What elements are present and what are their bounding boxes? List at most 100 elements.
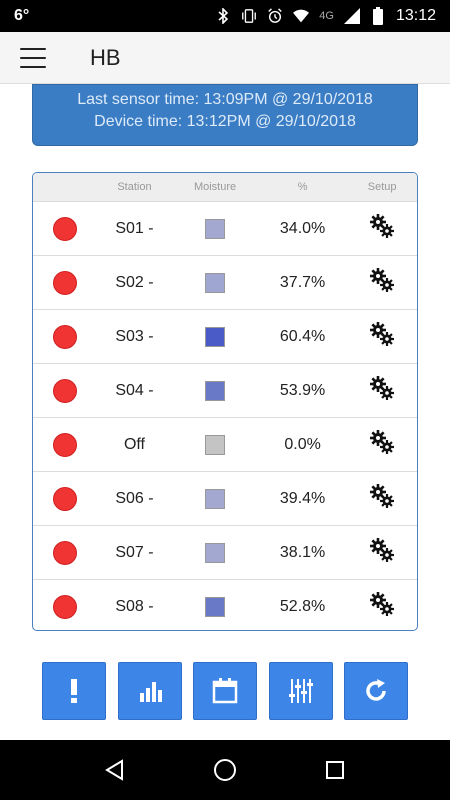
status-dot[interactable] xyxy=(52,216,77,241)
gear-icon[interactable] xyxy=(368,482,396,515)
status-cell xyxy=(33,216,97,241)
chart-button[interactable] xyxy=(117,662,182,720)
hamburger-menu-icon[interactable] xyxy=(20,47,46,68)
app-bar: HB xyxy=(0,32,450,84)
station-name: S04 - xyxy=(115,381,154,399)
station-name: S01 - xyxy=(115,219,154,237)
moisture-cell xyxy=(172,326,258,347)
gear-icon[interactable] xyxy=(368,320,396,353)
table-row: S02 - 37.7% xyxy=(33,255,417,309)
moisture-cell xyxy=(172,488,258,509)
moisture-swatch xyxy=(205,218,226,239)
moisture-cell xyxy=(172,380,258,401)
temperature-indicator: 6° xyxy=(14,7,30,24)
moisture-cell xyxy=(172,434,258,455)
adjust-button[interactable] xyxy=(268,662,333,720)
moisture-percent: 38.1% xyxy=(279,543,326,561)
moisture-swatch xyxy=(205,596,226,617)
setup-cell xyxy=(347,536,417,569)
header-percent: % xyxy=(297,181,308,193)
setup-cell xyxy=(347,482,417,515)
setup-cell xyxy=(347,590,417,623)
calendar-button[interactable] xyxy=(193,662,257,720)
table-row: S07 - 38.1% xyxy=(33,525,417,579)
device-time: Device time: 13:12PM @ 29/10/2018 xyxy=(94,113,356,130)
gear-icon[interactable] xyxy=(368,212,396,245)
sliders-icon xyxy=(288,679,313,703)
setup-cell xyxy=(347,374,417,407)
calendar-icon xyxy=(212,678,238,704)
status-dot[interactable] xyxy=(52,486,77,511)
time-info-panel: Last sensor time: 13:09PM @ 29/10/2018 D… xyxy=(32,84,418,146)
recents-square-icon[interactable] xyxy=(320,755,350,785)
moisture-swatch xyxy=(205,272,226,293)
station-name: Off xyxy=(123,435,145,453)
vibrate-icon xyxy=(241,8,257,24)
moisture-percent: 53.9% xyxy=(279,381,326,399)
battery-icon xyxy=(370,7,386,25)
status-dot[interactable] xyxy=(52,432,77,457)
stations-table: Station Moisture % Setup S01 - 34.0% S02 -… xyxy=(32,172,418,631)
back-triangle-icon[interactable] xyxy=(100,755,130,785)
table-header: Station Moisture % Setup xyxy=(33,173,417,201)
moisture-percent: 39.4% xyxy=(279,489,326,507)
wifi-icon xyxy=(293,8,310,24)
status-dot[interactable] xyxy=(52,270,77,295)
status-dot[interactable] xyxy=(52,540,77,565)
moisture-swatch xyxy=(205,542,226,563)
status-icons: 4G 13:12 xyxy=(215,7,436,25)
gear-icon[interactable] xyxy=(368,536,396,569)
network-type: 4G xyxy=(319,10,334,22)
table-row: S01 - 34.0% xyxy=(33,201,417,255)
status-cell xyxy=(33,540,97,565)
clock: 13:12 xyxy=(395,7,436,24)
header-moisture: Moisture xyxy=(193,181,237,193)
status-cell xyxy=(33,594,97,619)
gear-icon[interactable] xyxy=(368,428,396,461)
station-name: S02 - xyxy=(115,273,154,291)
setup-cell xyxy=(347,428,417,461)
moisture-swatch xyxy=(205,380,226,401)
table-row: S06 - 39.4% xyxy=(33,471,417,525)
home-circle-icon[interactable] xyxy=(210,755,240,785)
moisture-percent: 60.4% xyxy=(279,327,326,345)
status-dot[interactable] xyxy=(52,324,77,349)
status-cell xyxy=(33,486,97,511)
moisture-cell xyxy=(172,218,258,239)
status-cell xyxy=(33,432,97,457)
moisture-swatch xyxy=(205,434,226,455)
status-dot[interactable] xyxy=(52,378,77,403)
exclamation-icon xyxy=(71,679,77,703)
station-name: S06 - xyxy=(115,489,154,507)
alarm-icon xyxy=(267,8,283,24)
app-title: HB xyxy=(90,44,121,70)
setup-cell xyxy=(347,212,417,245)
table-row: S03 - 60.4% xyxy=(33,309,417,363)
status-cell xyxy=(33,270,97,295)
status-cell xyxy=(33,378,97,403)
gear-icon[interactable] xyxy=(368,590,396,623)
moisture-percent: 52.8% xyxy=(279,597,326,615)
gear-icon[interactable] xyxy=(368,266,396,299)
moisture-percent: 37.7% xyxy=(279,273,326,291)
alert-button[interactable] xyxy=(42,662,106,720)
table-row: Off 0.0% xyxy=(33,417,417,471)
gear-icon[interactable] xyxy=(368,374,396,407)
header-setup: Setup xyxy=(367,181,397,193)
moisture-percent: 0.0% xyxy=(284,435,321,453)
status-bar: 6° 4G 13:12 xyxy=(0,0,450,32)
signal-icon xyxy=(343,8,360,24)
status-dot[interactable] xyxy=(52,594,77,619)
bar-chart-icon xyxy=(139,682,162,702)
moisture-cell xyxy=(172,542,258,563)
status-cell xyxy=(33,324,97,349)
setup-cell xyxy=(347,320,417,353)
refresh-button[interactable] xyxy=(344,662,408,720)
moisture-cell xyxy=(172,596,258,617)
table-row: S08 - 52.8% xyxy=(33,579,417,630)
moisture-swatch xyxy=(205,488,226,509)
last-sensor-time: Last sensor time: 13:09PM @ 29/10/2018 xyxy=(77,91,373,108)
header-station: Station xyxy=(117,181,152,193)
station-name: S03 - xyxy=(115,327,154,345)
bluetooth-icon xyxy=(215,8,231,24)
